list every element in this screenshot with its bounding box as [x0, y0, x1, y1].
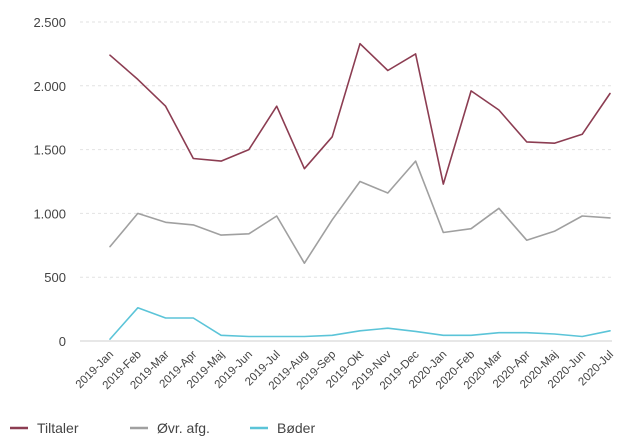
- legend-label: Tiltaler: [37, 420, 79, 436]
- y-axis-ticks: 0 500 1.000 1.500 2.000 2.500: [33, 15, 66, 349]
- y-tick-label: 1.000: [33, 206, 66, 221]
- series-line: [109, 160, 611, 265]
- y-tick-label: 0: [59, 334, 66, 349]
- y-tick-label: 2.000: [33, 79, 66, 94]
- y-tick-label: 500: [44, 270, 66, 285]
- legend-label: Øvr. afg.: [157, 420, 210, 436]
- grid-lines: [80, 21, 612, 342]
- y-tick-label: 1.500: [33, 143, 66, 158]
- legend: Tiltaler Øvr. afg. Bøder: [10, 420, 315, 436]
- series-line: [109, 306, 611, 340]
- series-line: [109, 42, 611, 185]
- x-axis-ticks: 2019-Jan2019-Feb2019-Mar2019-Apr2019-Maj…: [74, 348, 616, 392]
- legend-label: Bøder: [277, 420, 315, 436]
- series-lines: [109, 42, 611, 340]
- y-tick-label: 2.500: [33, 15, 66, 30]
